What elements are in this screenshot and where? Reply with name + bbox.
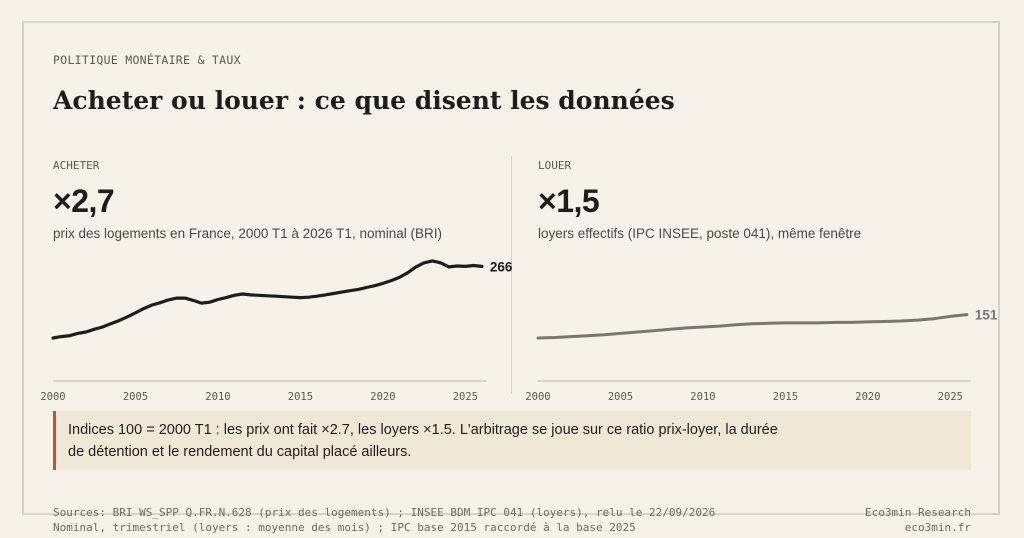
buy-description: prix des logements en France, 2000 T1 à … [53,226,442,241]
buy-chart-x-tick-label: 2000 [40,391,65,403]
rent-chart-series-line [536,313,969,340]
rent-chart-x-tick-label: 2025 [938,391,963,403]
footer: Sources: BRI WS_SPP Q.FR.N.628 (prix des… [53,506,971,535]
rent-description: loyers effectifs (IPC INSEE, poste 041),… [538,226,862,241]
footer-brand: Eco3min Research [865,506,971,519]
buy-chart-x-tick-label: 2025 [453,391,478,403]
rent-chart-x-tick-label: 2000 [525,391,550,403]
rent-chart-x-tick-label: 2005 [608,391,633,403]
note-line-1: Indices 100 = 2000 T1 : les prix ont fai… [68,422,778,438]
rent-chart-x-tick-label: 2015 [773,391,798,403]
rent-chart-x-tick-label: 2020 [855,391,880,403]
buy-panel: ACHETER ×2,7 prix des logements en Franc… [53,155,493,405]
note-line-2: de détention et le rendement du capital … [68,444,412,460]
buy-chart-x-tick-label: 2015 [288,391,313,403]
footer-sources: Sources: BRI WS_SPP Q.FR.N.628 (prix des… [53,506,716,519]
category-kicker: POLITIQUE MONÉTAIRE & TAUX [53,53,241,67]
footer-method: Nominal, trimestriel (loyers : moyenne d… [53,520,636,534]
buy-panel-label: ACHETER [53,159,100,172]
footer-site[interactable]: eco3min.fr [904,520,971,534]
rent-multiplier: ×1,5 [538,183,600,219]
panel-divider [511,156,512,394]
rent-chart-end-value-label: 151 [975,308,998,323]
page-title: Acheter ou louer : ce que disent les don… [53,86,675,115]
buy-chart-x-tick-label: 2005 [123,391,148,403]
rent-chart-x-tick-label: 2010 [690,391,715,403]
rent-panel-label: LOUER [538,159,572,172]
buy-chart-end-value-label: 266 [490,259,513,274]
buy-chart-series-line [51,259,484,340]
buy-chart-x-tick-label: 2020 [370,391,395,403]
callout-note: Indices 100 = 2000 T1 : les prix ont fai… [53,411,971,470]
buy-chart-x-tick-label: 2010 [205,391,230,403]
buy-multiplier: ×2,7 [53,183,115,219]
card-frame [22,21,1000,515]
rent-panel: LOUER ×1,5 loyers effectifs (IPC INSEE, … [538,155,978,405]
